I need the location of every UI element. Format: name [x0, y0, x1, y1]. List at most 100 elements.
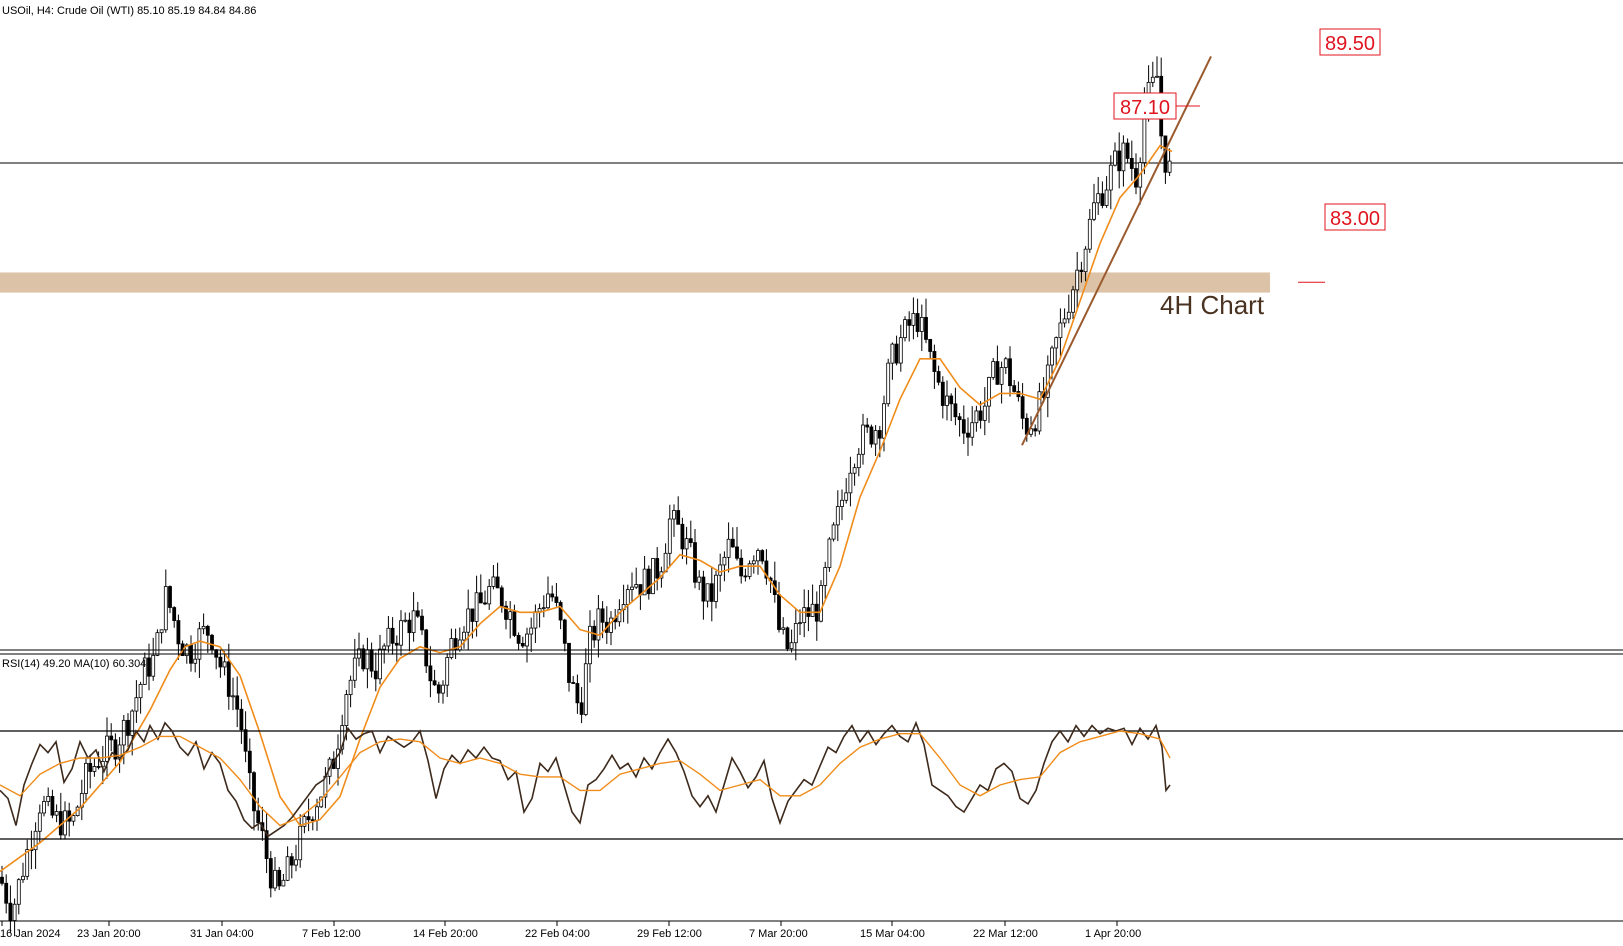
candle-197 — [827, 537, 832, 572]
candle-212 — [890, 342, 895, 380]
candle-229 — [961, 405, 966, 444]
candle-181 — [760, 549, 765, 565]
candle-208 — [873, 425, 878, 456]
candle-140 — [588, 610, 592, 683]
rsi-lines — [0, 720, 1171, 838]
candle-94 — [394, 635, 399, 662]
candle-133 — [558, 600, 563, 630]
candle-258 — [1083, 246, 1088, 282]
candle-134 — [562, 618, 567, 652]
rsi-ma-line — [0, 730, 1171, 827]
candle-66 — [277, 866, 282, 890]
candle-12 — [50, 789, 55, 819]
candle-60 — [252, 771, 256, 831]
candle-114 — [478, 574, 483, 604]
candle-53 — [222, 651, 227, 676]
x-tick-label-2: 31 Jan 04:00 — [190, 928, 254, 940]
high-label: 87.10 — [1113, 92, 1200, 120]
candle-22 — [92, 757, 97, 777]
candle-123 — [516, 632, 521, 651]
candle-138 — [579, 686, 584, 724]
candle-26 — [109, 723, 114, 752]
candle-191 — [802, 589, 807, 638]
candle-137 — [575, 674, 580, 714]
candle-175 — [735, 526, 739, 561]
candle-168 — [705, 583, 710, 608]
candle-64 — [268, 851, 273, 898]
candle-34 — [142, 652, 147, 685]
candle-196 — [823, 561, 828, 599]
candle-224 — [940, 376, 945, 419]
candle-71 — [298, 814, 303, 868]
candle-231 — [970, 406, 975, 446]
candle-265 — [1113, 142, 1117, 167]
candle-111 — [466, 589, 471, 650]
candle-207 — [869, 424, 874, 448]
candle-227 — [953, 387, 958, 426]
candle-186 — [781, 617, 786, 635]
candle-13 — [54, 804, 59, 823]
resistance-label-text: 89.50 — [1325, 33, 1375, 55]
candle-103 — [432, 669, 437, 686]
candle-80 — [336, 734, 340, 786]
candle-1 — [4, 874, 9, 914]
candle-173 — [726, 522, 731, 573]
candle-69 — [289, 852, 294, 879]
candle-217 — [911, 297, 916, 340]
candle-222 — [932, 344, 937, 389]
candle-40 — [168, 585, 172, 614]
candle-221 — [928, 338, 933, 359]
candle-102 — [428, 646, 433, 698]
candle-136 — [571, 676, 576, 685]
candle-139 — [583, 648, 588, 717]
candle-39 — [163, 569, 168, 633]
candle-155 — [651, 558, 655, 595]
candle-119 — [499, 585, 504, 613]
candle-104 — [436, 681, 441, 703]
candle-241 — [1012, 380, 1017, 393]
candle-246 — [1033, 424, 1038, 437]
candle-65 — [273, 857, 277, 892]
candle-106 — [445, 653, 450, 697]
candle-204 — [856, 448, 861, 477]
candle-30 — [126, 713, 130, 748]
candle-130 — [546, 576, 550, 610]
chart-label: 4H Chart — [1160, 290, 1265, 320]
candle-177 — [743, 568, 748, 582]
time-axis: 16 Jan 2024 23 Jan 20:00 31 Jan 04:00 7 Feb… — [0, 921, 1141, 940]
candle-72 — [302, 813, 307, 834]
candle-164 — [688, 520, 693, 548]
high-label-text: 87.10 — [1120, 97, 1170, 119]
candle-48 — [201, 613, 206, 635]
candle-228 — [957, 413, 962, 437]
candle-32 — [134, 680, 139, 723]
candle-116 — [487, 579, 492, 610]
candle-187 — [785, 626, 790, 652]
candle-57 — [239, 699, 244, 744]
candle-202 — [848, 456, 853, 507]
candle-167 — [701, 570, 706, 620]
candle-260 — [1092, 183, 1096, 222]
candle-9 — [37, 804, 42, 843]
candle-201 — [844, 478, 849, 504]
candle-91 — [382, 643, 387, 664]
candle-110 — [462, 626, 466, 649]
candle-269 — [1129, 140, 1134, 181]
candle-189 — [793, 609, 798, 661]
candle-239 — [1003, 356, 1008, 374]
candle-174 — [730, 527, 735, 548]
candle-163 — [684, 526, 689, 565]
candle-84 — [352, 638, 357, 688]
candle-97 — [407, 612, 412, 652]
candle-49 — [205, 624, 210, 654]
candle-56 — [235, 676, 240, 728]
candle-195 — [819, 580, 823, 623]
candle-203 — [852, 463, 857, 486]
candle-275 — [1155, 56, 1159, 78]
x-tick-label-4: 14 Feb 20:00 — [413, 928, 478, 940]
candle-267 — [1121, 135, 1126, 187]
candle-31 — [130, 709, 135, 756]
candle-166 — [697, 570, 702, 591]
candle-252 — [1058, 308, 1063, 357]
candle-218 — [915, 298, 920, 338]
